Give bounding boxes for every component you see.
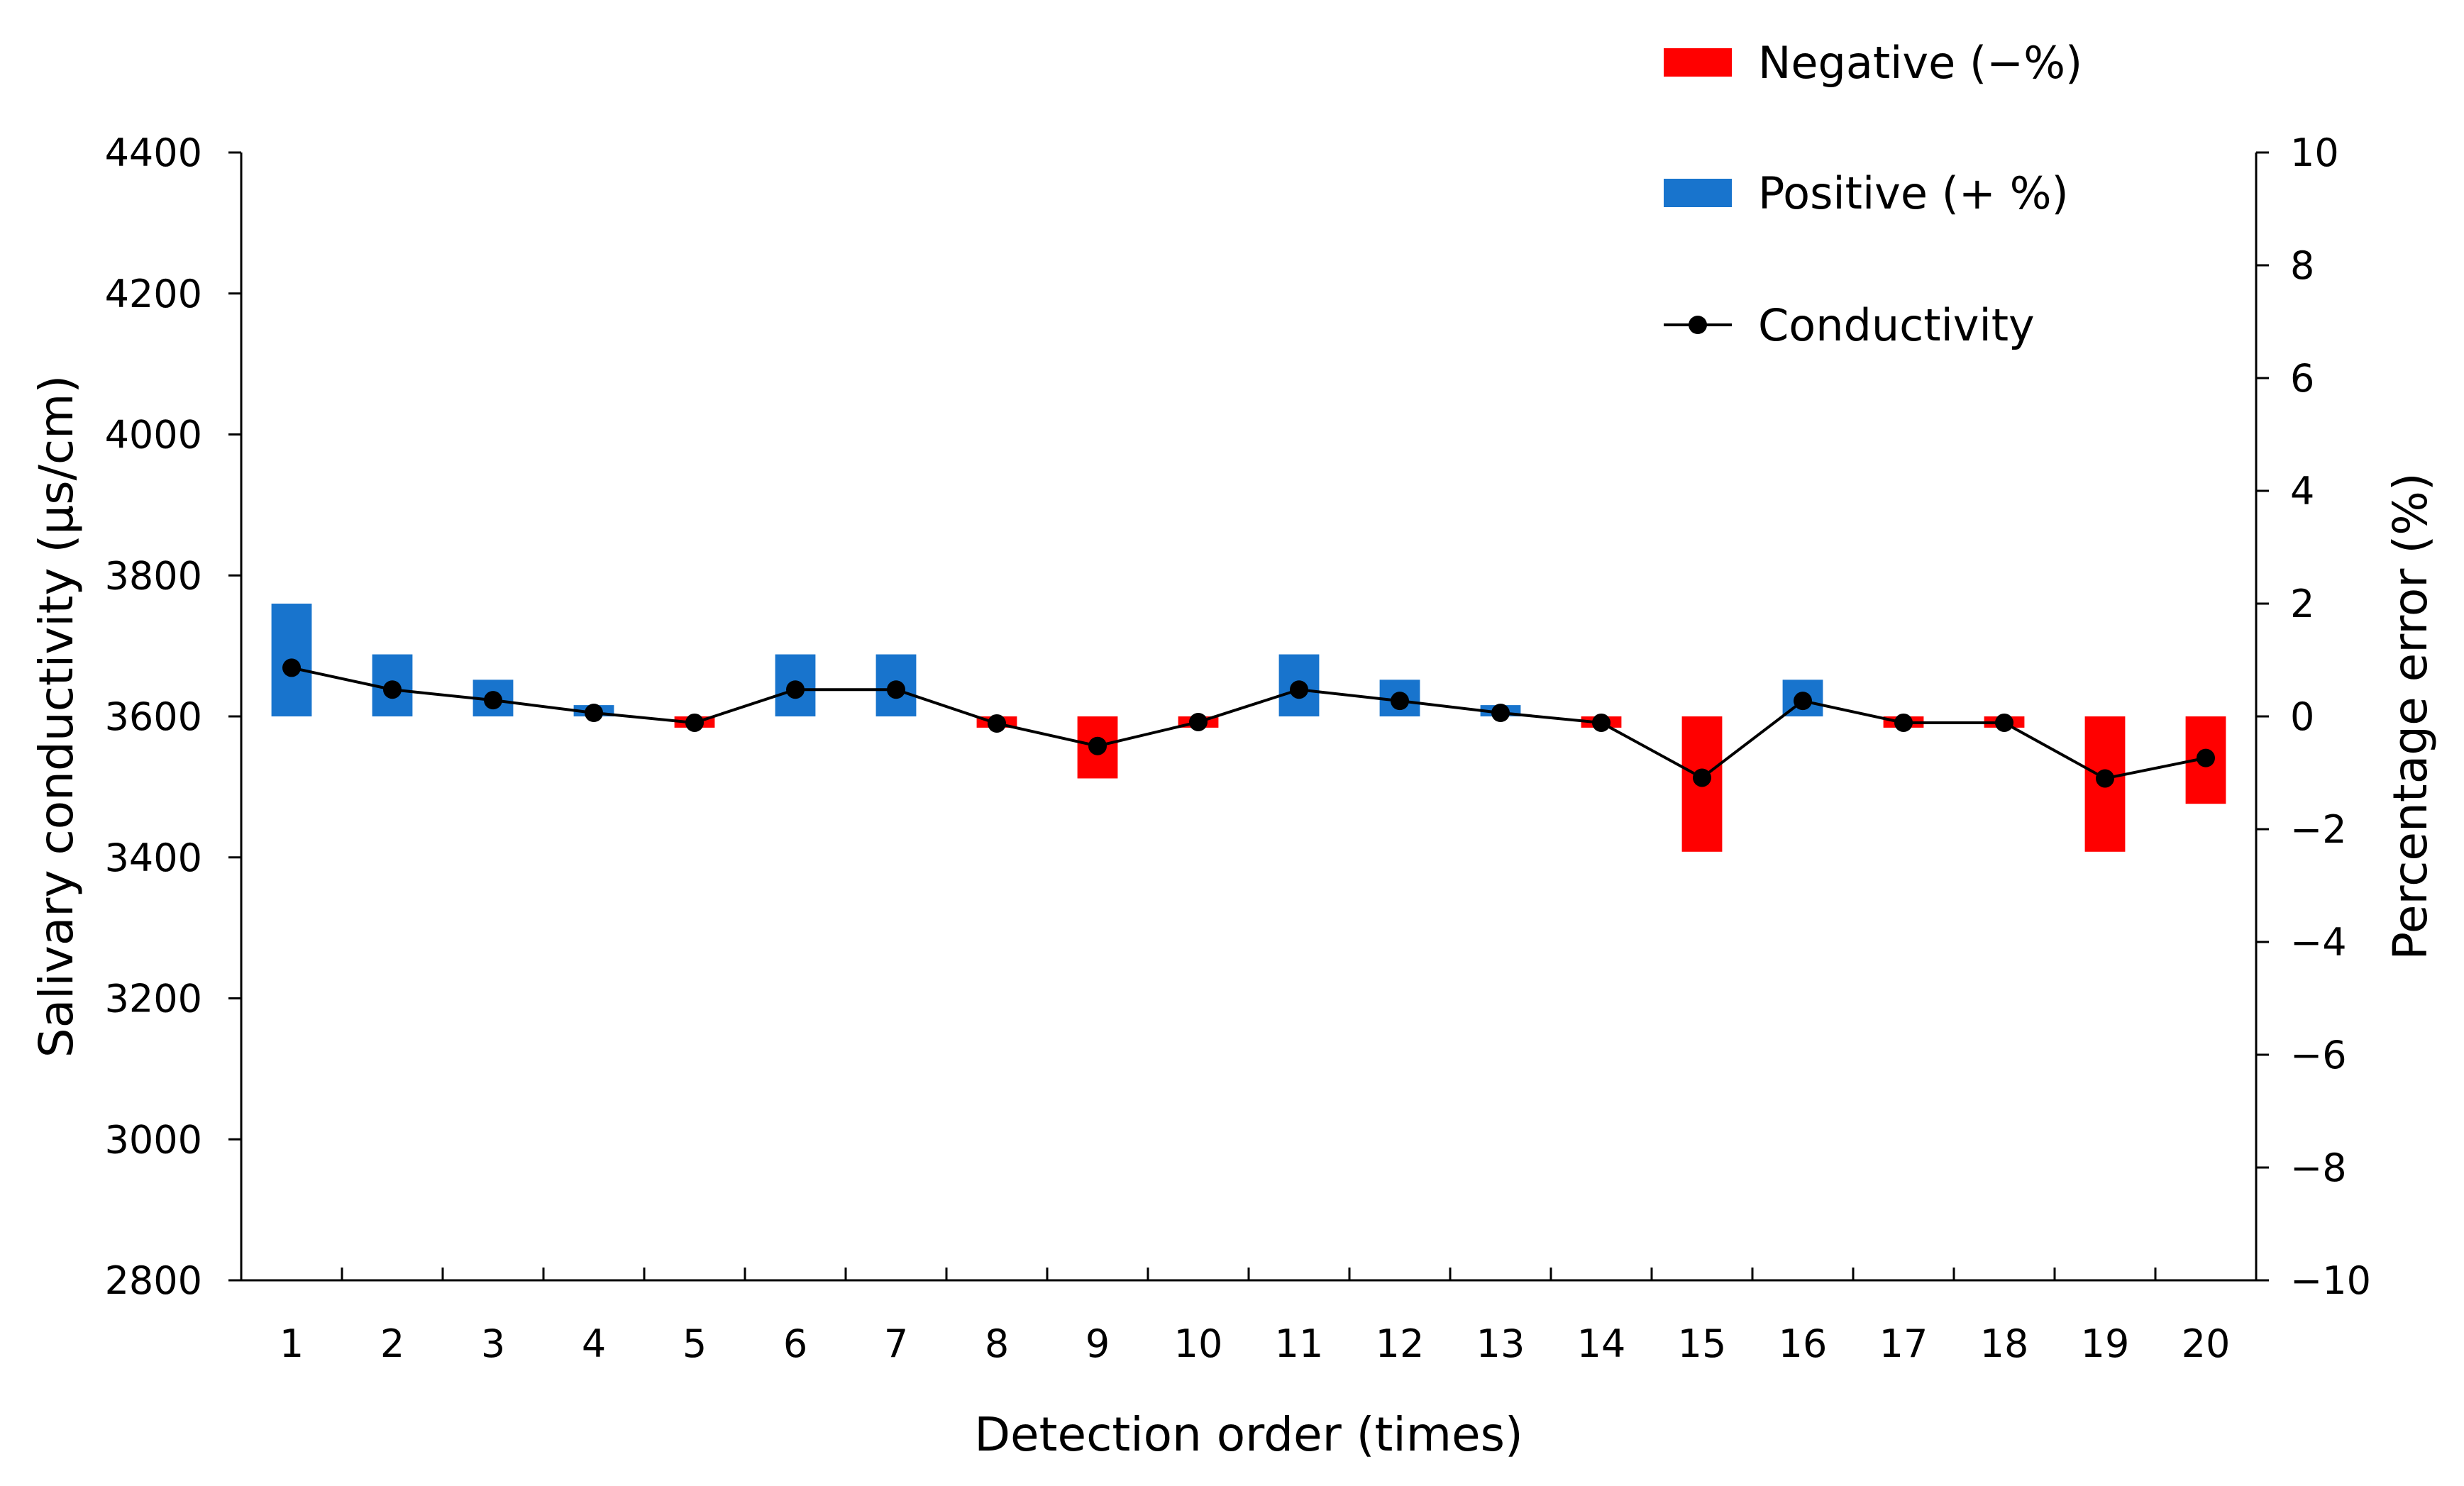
x-tick-label: 1 xyxy=(280,1321,304,1366)
legend-negative-swatch xyxy=(1664,48,1732,77)
legend-conductivity-marker xyxy=(1689,316,1707,334)
conductivity-point xyxy=(1894,713,1913,732)
x-tick-label: 10 xyxy=(1174,1321,1223,1366)
y-right-tick-label: −4 xyxy=(2290,920,2347,965)
conductivity-point xyxy=(1995,713,2013,732)
x-tick-label: 7 xyxy=(884,1321,908,1366)
y-right-tick-label: 2 xyxy=(2290,582,2314,626)
conductivity-point xyxy=(1088,736,1107,755)
legend-label: Positive (+ %) xyxy=(1758,167,2069,219)
conductivity-point xyxy=(1189,712,1208,731)
x-tick-label: 5 xyxy=(683,1321,707,1366)
x-tick-label: 6 xyxy=(783,1321,807,1366)
error-bars-group xyxy=(271,604,2226,852)
y-right-tick-label: −10 xyxy=(2290,1258,2371,1303)
x-tick-label: 17 xyxy=(1879,1321,1928,1366)
legend-label: Negative (−%) xyxy=(1758,37,2082,89)
x-axis-title: Detection order (times) xyxy=(974,1407,1523,1462)
conductivity-point xyxy=(1391,692,1409,711)
y-right-tick-label: 6 xyxy=(2290,356,2314,401)
x-tick-label: 4 xyxy=(582,1321,606,1366)
conductivity-point xyxy=(685,713,704,732)
x-tick-label: 18 xyxy=(1980,1321,2029,1366)
y-left-tick-label: 3200 xyxy=(105,977,202,1021)
x-tick-label: 14 xyxy=(1577,1321,1626,1366)
conductivity-point xyxy=(1290,680,1308,699)
x-tick-label: 8 xyxy=(985,1321,1009,1366)
x-tick-label: 16 xyxy=(1779,1321,1828,1366)
conductivity-point xyxy=(1592,713,1611,732)
legend-positive-swatch xyxy=(1664,179,1732,207)
conductivity-point xyxy=(282,658,301,677)
y-right-tick-label: −2 xyxy=(2290,807,2347,852)
x-tick-label: 13 xyxy=(1476,1321,1525,1366)
conductivity-line-group xyxy=(282,658,2215,788)
conductivity-point xyxy=(1794,692,1812,711)
y-left-tick-label: 4200 xyxy=(105,272,202,316)
y-left-tick-label: 3600 xyxy=(105,694,202,739)
conductivity-point xyxy=(786,680,805,699)
x-tick-label: 20 xyxy=(2182,1321,2231,1366)
y-left-tick-label: 4400 xyxy=(105,131,202,175)
x-tick-label: 12 xyxy=(1376,1321,1425,1366)
axes-group: 280030003200340036003800400042004400−10−… xyxy=(105,131,2371,1366)
x-tick-label: 15 xyxy=(1678,1321,1727,1366)
y-left-tick-label: 3000 xyxy=(105,1117,202,1162)
conductivity-point xyxy=(2096,769,2114,788)
x-tick-label: 3 xyxy=(481,1321,505,1366)
x-tick-label: 19 xyxy=(2081,1321,2130,1366)
conductivity-point xyxy=(383,680,402,699)
conductivity-point xyxy=(887,680,905,699)
y-right-tick-label: 10 xyxy=(2290,131,2339,175)
y-right-tick-label: 4 xyxy=(2290,469,2314,514)
conductivity-point xyxy=(585,704,603,723)
y-left-tick-label: 3400 xyxy=(105,836,202,880)
conductivity-point xyxy=(1491,704,1510,723)
y-left-tick-label: 2800 xyxy=(105,1258,202,1303)
x-tick-label: 9 xyxy=(1085,1321,1110,1366)
conductivity-point xyxy=(2197,748,2215,767)
y-right-tick-label: −6 xyxy=(2290,1033,2347,1077)
y-right-tick-label: −8 xyxy=(2290,1146,2347,1190)
y-axis-right-title: Percentage error (%) xyxy=(2383,472,2438,960)
y-right-tick-label: 8 xyxy=(2290,243,2314,288)
y-left-tick-label: 4000 xyxy=(105,413,202,458)
conductivity-line xyxy=(291,666,2206,780)
x-tick-label: 11 xyxy=(1275,1321,1324,1366)
y-axis-left-title: Salivary conductivity (μs/cm) xyxy=(29,375,84,1058)
conductivity-point xyxy=(484,691,502,710)
legend: Negative (−%) Positive (+ %) Conductivity xyxy=(1664,37,2082,351)
y-left-tick-label: 3800 xyxy=(105,553,202,598)
x-tick-label: 2 xyxy=(380,1321,404,1366)
conductivity-point xyxy=(988,714,1006,733)
conductivity-point xyxy=(1693,768,1711,787)
y-right-tick-label: 0 xyxy=(2290,694,2314,739)
legend-label: Conductivity xyxy=(1758,299,2035,351)
